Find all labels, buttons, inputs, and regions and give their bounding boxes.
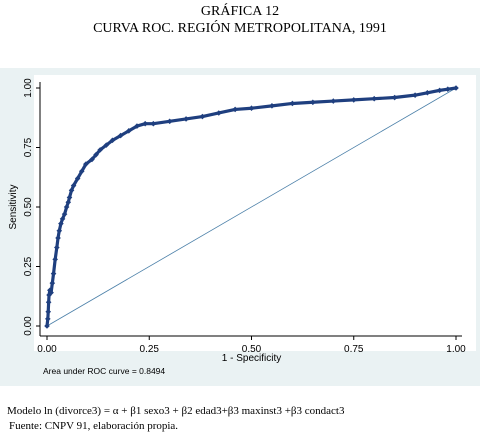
- roc-point: [117, 132, 124, 139]
- chart-title: CURVA ROC. REGIÓN METROPOLITANA, 1991: [93, 21, 387, 36]
- source-note: Fuente: CNPV 91, elaboración propia.: [9, 420, 179, 432]
- roc-point: [103, 142, 110, 148]
- roc-point: [350, 97, 357, 103]
- x-tick-label: 0.50: [242, 344, 262, 355]
- roc-point: [56, 228, 63, 234]
- roc-point: [310, 99, 316, 106]
- roc-point: [142, 120, 148, 127]
- roc-point: [49, 280, 56, 286]
- roc-point: [330, 98, 337, 104]
- roc-point: [66, 194, 73, 201]
- y-tick-label: 0.50: [23, 197, 34, 217]
- model-note: Modelo ln (divorce3) = α + β1 sexo3 + β2…: [7, 405, 345, 417]
- y-tick-label: 1.00: [23, 78, 34, 98]
- roc-point: [52, 256, 58, 263]
- roc-point: [436, 87, 443, 94]
- y-tick-label: 0.25: [23, 256, 34, 276]
- roc-point: [150, 120, 157, 127]
- auc-annotation: Area under ROC curve = 0.8494: [43, 366, 166, 376]
- roc-curve: [44, 85, 459, 329]
- roc-point: [391, 94, 398, 101]
- roc-point: [48, 289, 54, 296]
- roc-point: [44, 323, 50, 329]
- roc-point: [63, 204, 70, 210]
- roc-point: [54, 244, 60, 251]
- roc-point: [45, 316, 51, 322]
- x-tick-label: 0.00: [37, 344, 57, 355]
- roc-point: [59, 216, 66, 222]
- y-tick-label: 0.75: [23, 137, 34, 157]
- roc-point: [453, 85, 459, 91]
- roc-point: [248, 105, 255, 112]
- roc-point: [89, 156, 95, 163]
- roc-point: [45, 308, 52, 315]
- roc-point: [215, 110, 222, 116]
- roc-point: [97, 147, 103, 153]
- x-axis-label: 1 - Specificity: [222, 353, 281, 364]
- x-tick-label: 1.00: [446, 344, 466, 355]
- plot-area: [34, 75, 476, 351]
- roc-point: [134, 123, 140, 129]
- axes: 0.00 0.25 0.50 0.75 1.00 0.00 0.25 0.50 0.75 1.00…: [8, 78, 466, 364]
- reference-line: [46, 87, 457, 327]
- y-axis-label: Sensitivity: [8, 184, 19, 229]
- roc-point: [412, 92, 418, 98]
- y-tick-label: 0.00: [23, 316, 34, 336]
- roc-point: [166, 118, 173, 125]
- roc-point: [199, 113, 206, 120]
- figure-number: GRÁFICA 12: [200, 4, 280, 19]
- roc-point: [424, 89, 431, 96]
- roc-point: [58, 220, 64, 227]
- roc-point: [68, 187, 75, 194]
- roc-point: [83, 161, 89, 167]
- roc-point: [65, 199, 72, 206]
- x-tick-label: 0.25: [140, 344, 160, 355]
- roc-point: [232, 106, 238, 113]
- roc-point: [269, 103, 275, 109]
- roc-point: [61, 211, 68, 217]
- roc-point: [47, 287, 53, 294]
- roc-point: [45, 299, 52, 305]
- roc-point: [55, 235, 61, 241]
- x-tick-label: 0.75: [344, 344, 364, 355]
- roc-point: [445, 86, 451, 92]
- roc-point: [289, 100, 296, 107]
- roc-chart: 0.00 0.25 0.50 0.75 1.00 0.00 0.25 0.50 0.75 1.00…: [8, 75, 476, 364]
- roc-line: [45, 86, 458, 328]
- roc-point: [183, 116, 189, 122]
- reference-diagonal: [46, 87, 457, 327]
- roc-point: [126, 128, 132, 134]
- roc-point: [50, 270, 57, 277]
- roc-point: [74, 175, 81, 182]
